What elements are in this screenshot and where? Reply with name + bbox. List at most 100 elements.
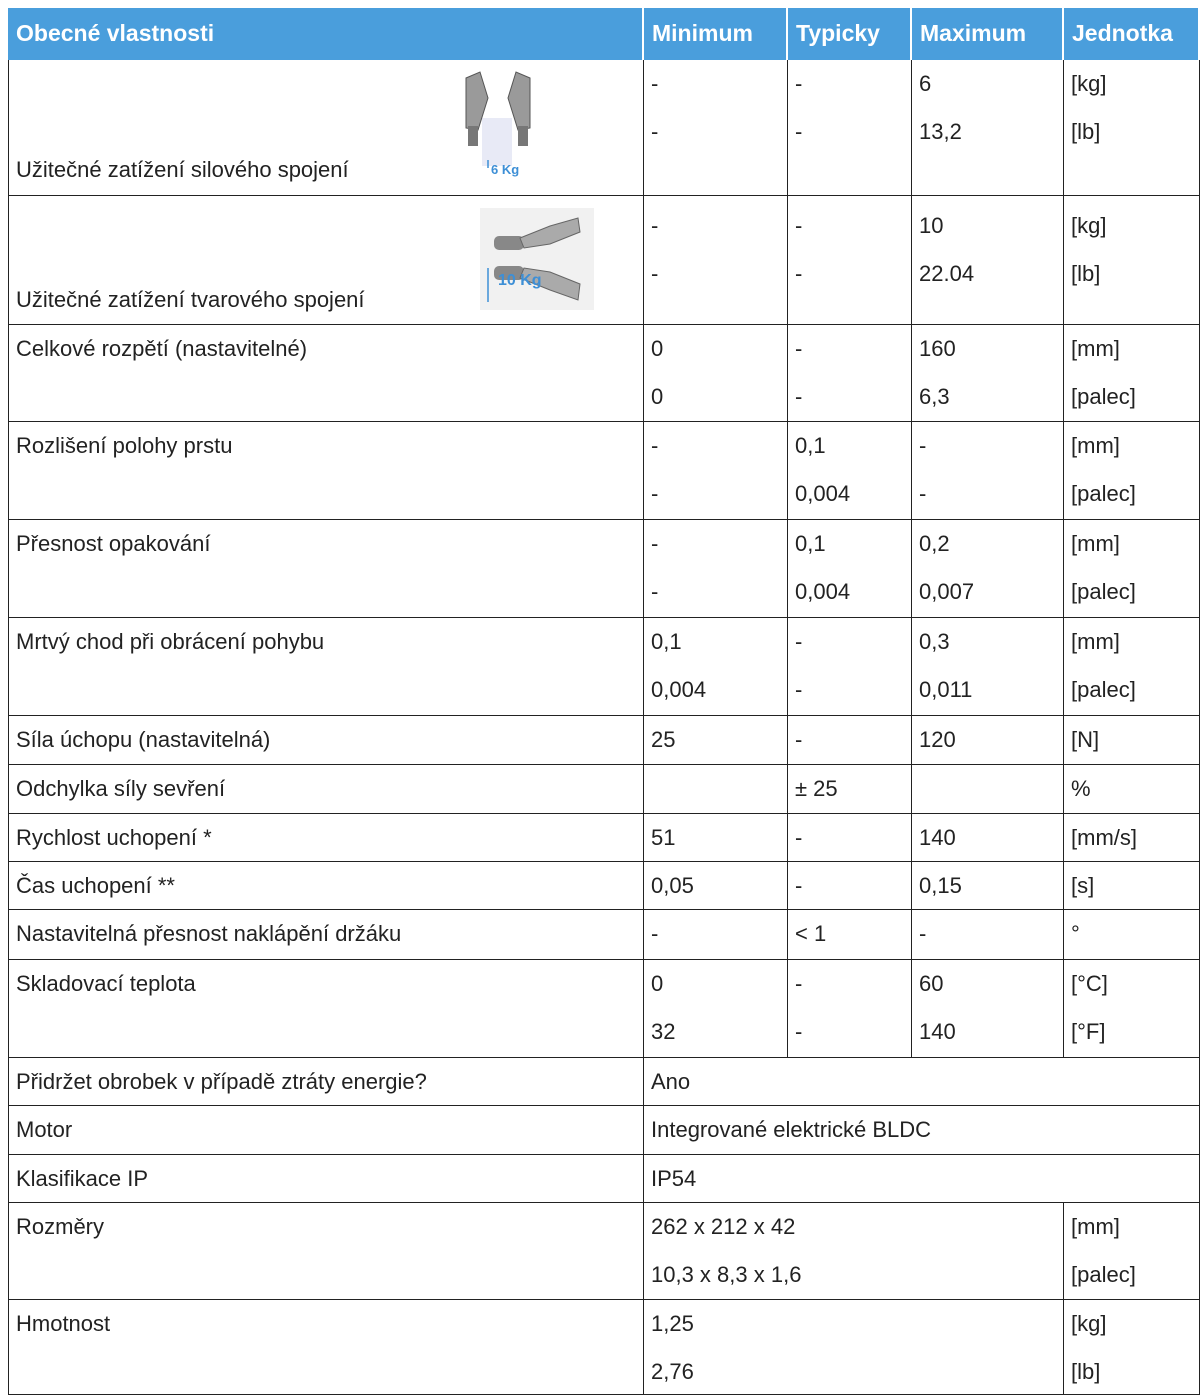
value-text: - [795, 971, 803, 996]
value-text: [palec] [1071, 579, 1136, 604]
value-text: - [795, 213, 803, 238]
value-text: - [795, 384, 803, 409]
value-text: 0,15 [919, 873, 962, 898]
value-text: [kg] [1071, 213, 1107, 238]
value-text: 0,3 [919, 629, 950, 654]
value-text: 0,004 [651, 677, 707, 702]
row-label: Přidržet obrobek v případě ztráty energi… [16, 1069, 427, 1094]
value-text: 0 [651, 384, 664, 409]
value-text: 10 [919, 213, 944, 238]
value-cell: [mm] [palec] [1064, 1203, 1200, 1300]
value-cell: -- [788, 196, 912, 325]
label-cell: Užitečné zatížení tvarového spojení 10 Kg [8, 196, 644, 325]
header-cell: Maximum [912, 8, 1064, 60]
value-text: 160 [919, 336, 956, 361]
value-text: 0,1 [795, 531, 826, 556]
gripper-image [480, 208, 594, 316]
row-label: Odchylka síly sevření [16, 776, 226, 801]
value-text [912, 765, 1063, 813]
value-text: [palec] [1071, 384, 1136, 409]
header-cell: Minimum [644, 8, 788, 60]
value-text: 0,2 [919, 531, 950, 556]
value-text: 0,004 [795, 579, 851, 604]
value-text: [mm] [1071, 629, 1120, 654]
value-text: [palec] [1071, 1262, 1136, 1287]
value-cell: -- [644, 60, 788, 196]
value-text [644, 765, 787, 813]
value-text: - [651, 433, 659, 458]
value-cell: [mm] [palec] [1064, 422, 1200, 520]
value-cell: [N] [1064, 716, 1200, 765]
value-text: 32 [651, 1019, 676, 1044]
value-cell: - [788, 862, 912, 910]
value-text: - [651, 119, 659, 144]
value-text: - [795, 119, 803, 144]
value-cell [644, 765, 788, 814]
value-cell: ± 25 [788, 765, 912, 814]
row-label: Rychlost uchopení * [16, 825, 212, 850]
label-cell: Hmotnost [8, 1300, 644, 1395]
label-cell: Mrtvý chod při obrácení pohybu [8, 618, 644, 716]
value-text: [kg] [1071, 1311, 1107, 1336]
label-cell: Klasifikace IP [8, 1155, 644, 1203]
row-label: Mrtvý chod při obrácení pohybu [16, 629, 325, 654]
value-cell: 0,2 0,007 [912, 520, 1064, 618]
value-text: ° [1071, 921, 1080, 946]
value-text: - [651, 921, 659, 946]
value-text: [N] [1071, 727, 1100, 752]
value-text: [mm] [1071, 336, 1120, 361]
value-text: ± 25 [795, 776, 838, 801]
value-cell: [mm] [palec] [1064, 325, 1200, 422]
value-text: Integrované elektrické BLDC [651, 1117, 932, 1142]
value-text: [mm] [1071, 433, 1120, 458]
value-cell: [mm] [palec] [1064, 520, 1200, 618]
value-cell: -- [788, 325, 912, 422]
value-text: - [795, 727, 803, 752]
value-text: - [795, 677, 803, 702]
label-cell: Síla úchopu (nastavitelná) [8, 716, 644, 765]
label-cell: Přidržet obrobek v případě ztráty energi… [8, 1058, 644, 1106]
value-text: < 1 [795, 921, 827, 946]
value-text: [mm/s] [1071, 825, 1137, 850]
value-text: 1,25 [651, 1311, 694, 1336]
value-text: 6 [919, 71, 932, 96]
row-label: Čas uchopení ** [16, 873, 175, 898]
load-label: 6 Kg [491, 162, 520, 177]
value-cell: [mm] [palec] [1064, 618, 1200, 716]
value-text: [mm] [1071, 531, 1120, 556]
row-label: Hmotnost [16, 1311, 111, 1336]
table-border [8, 60, 9, 1395]
value-text: 0,004 [795, 481, 851, 506]
value-cell: 6 13,2 [912, 60, 1064, 196]
value-text: - [651, 213, 659, 238]
value-text: [°C] [1071, 971, 1108, 996]
value-text: - [795, 261, 803, 286]
value-text: 120 [919, 727, 956, 752]
value-cell: 0,1 0,004 [788, 520, 912, 618]
value-cell: 160 6,3 [912, 325, 1064, 422]
value-cell: 0,1 0,004 [788, 422, 912, 520]
value-cell: 25 [644, 716, 788, 765]
value-cell: - [788, 814, 912, 862]
value-text: - [795, 629, 803, 654]
value-text: 25 [651, 727, 676, 752]
label-cell: Skladovací teplota [8, 960, 644, 1058]
value-cell: -- [644, 520, 788, 618]
label-cell: Rozlišení polohy prstu [8, 422, 644, 520]
value-text: % [1071, 776, 1091, 801]
label-cell: Užitečné zatížení silového spojení 6 Kg [8, 60, 644, 196]
value-cell: 120 [912, 716, 1064, 765]
value-cell: IP54 [644, 1155, 1200, 1203]
value-text: 0,1 [795, 433, 826, 458]
value-text: - [919, 481, 927, 506]
value-text: - [795, 825, 803, 850]
label-cell: Odchylka síly sevření [8, 765, 644, 814]
value-cell: 0 32 [644, 960, 788, 1058]
value-text: [mm] [1071, 1214, 1120, 1239]
value-text: [s] [1071, 873, 1095, 898]
value-text: 0,05 [651, 873, 694, 898]
row-label: Rozlišení polohy prstu [16, 433, 233, 458]
value-cell: Integrované elektrické BLDC [644, 1106, 1200, 1155]
value-cell: - [644, 910, 788, 960]
